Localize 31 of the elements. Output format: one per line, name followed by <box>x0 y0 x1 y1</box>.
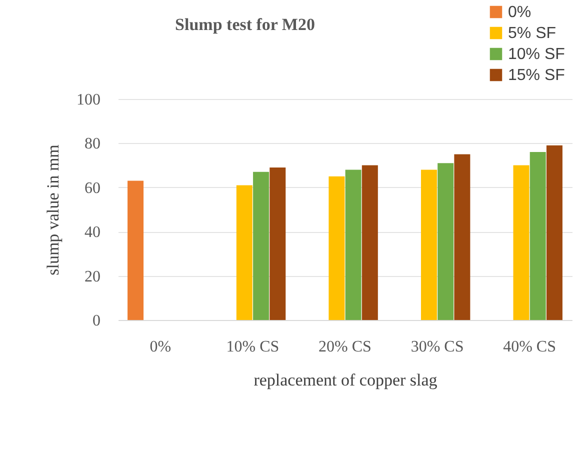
bar <box>513 165 530 320</box>
bar <box>438 163 454 320</box>
bar <box>420 170 437 320</box>
y-tick-label: 100 <box>76 92 100 108</box>
bar <box>236 185 252 320</box>
x-tick-label: 0% <box>150 338 172 356</box>
bar <box>345 170 362 320</box>
y-tick-label: 40 <box>84 224 100 242</box>
legend-label: 5% SF <box>508 25 556 42</box>
bar <box>362 165 378 320</box>
x-axis-title: replacement of copper slag <box>254 370 438 390</box>
x-tick-label: 20% CS <box>318 338 372 356</box>
bar <box>454 154 470 320</box>
x-tick-label: 10% CS <box>226 338 280 356</box>
bar <box>328 176 345 320</box>
legend-label: 0% <box>508 4 532 21</box>
bar <box>270 168 286 320</box>
bar <box>546 145 562 320</box>
bar <box>253 172 270 320</box>
bar <box>128 180 144 320</box>
legend-label: 10% SF <box>508 46 566 63</box>
chart-title: Slump test for M20 <box>175 15 315 34</box>
bar <box>530 152 546 320</box>
y-tick-label: 60 <box>84 180 100 197</box>
y-tick-label: 0 <box>92 312 100 330</box>
legend-label: 15% SF <box>508 67 566 84</box>
y-axis-title: slump value in mm <box>44 144 62 276</box>
y-tick-label: 20 <box>84 268 100 286</box>
x-tick-label: 40% CS <box>503 338 556 356</box>
y-tick-label: 80 <box>84 136 100 153</box>
x-tick-label: 30% CS <box>410 338 464 356</box>
